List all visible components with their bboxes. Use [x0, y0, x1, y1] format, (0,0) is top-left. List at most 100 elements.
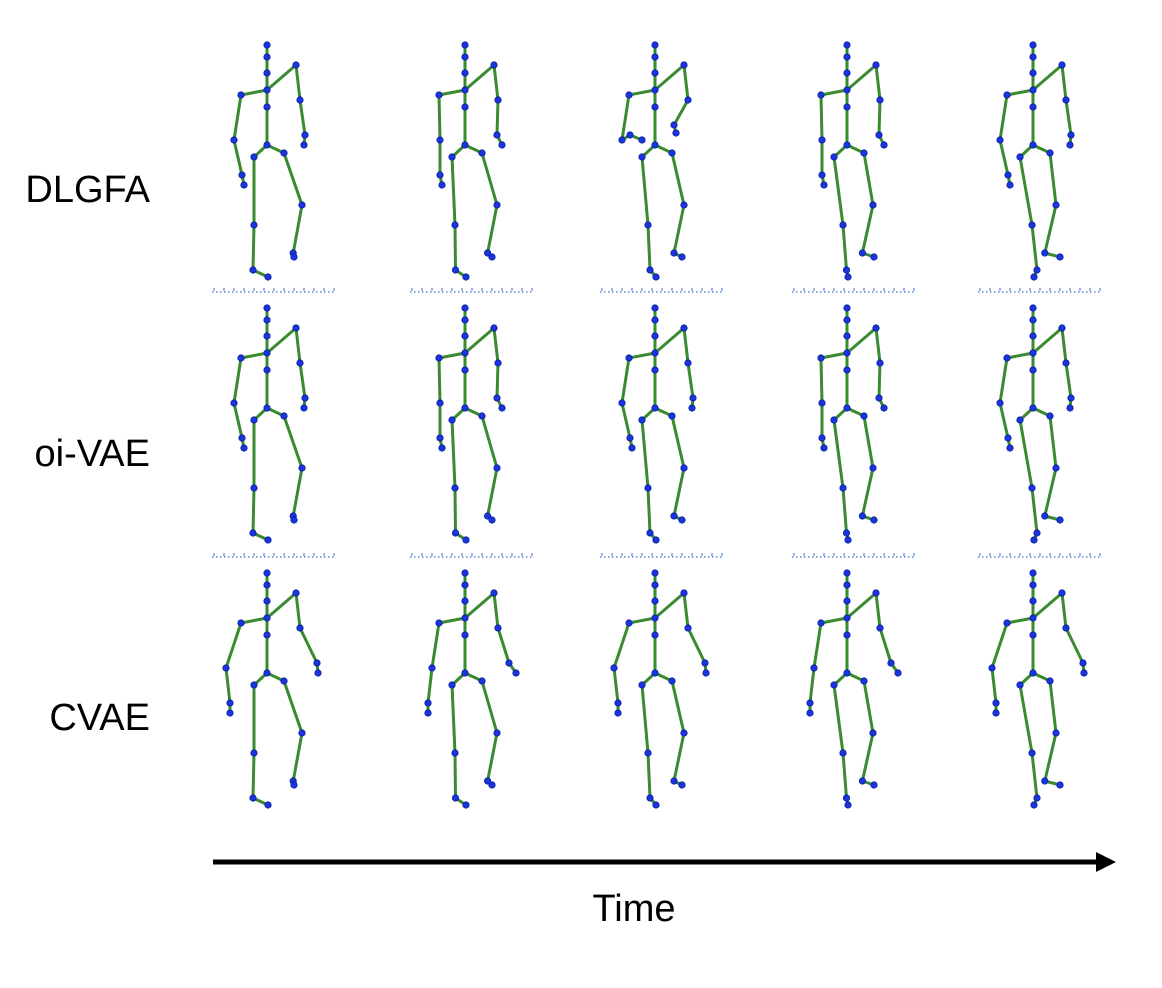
skeleton-bone: [453, 223, 457, 272]
skeleton-joint: [461, 69, 469, 77]
row-label-dlgfa: DLGFA: [25, 169, 150, 211]
skeleton-bone: [627, 351, 657, 360]
skeleton-bone: [1048, 679, 1058, 735]
skeleton-joint: [860, 412, 868, 420]
skeleton-joint: [461, 53, 469, 61]
skeleton-joint: [843, 304, 851, 312]
skeleton-bone: [845, 591, 878, 620]
skeleton-joint: [992, 709, 1000, 717]
skeleton-joint: [651, 569, 659, 577]
skeleton-joint: [680, 729, 688, 737]
skeleton-bone: [682, 326, 690, 365]
ground-marker: [212, 288, 335, 293]
skeleton-joint: [263, 86, 271, 94]
skeleton-joint: [887, 659, 895, 667]
ground-marker: [410, 553, 533, 558]
skeleton-joint: [462, 801, 470, 809]
skeleton-joint: [1062, 359, 1070, 367]
skeleton-joint: [860, 149, 868, 157]
skeleton-joint: [435, 91, 443, 99]
skeleton-joint: [280, 677, 288, 685]
skeleton-joint: [869, 464, 877, 472]
skeleton-bone: [845, 326, 878, 355]
skeleton-bone: [990, 621, 1009, 670]
skeleton-joint: [249, 529, 257, 537]
skeleton-joint: [644, 221, 652, 229]
skeleton-bone: [646, 223, 652, 272]
skeleton-joint: [488, 781, 496, 789]
skeleton-joint: [436, 171, 444, 179]
skeleton-bone: [453, 751, 457, 800]
skeleton-joint: [1058, 61, 1066, 69]
skeleton-joint: [817, 91, 825, 99]
skeleton-joint: [652, 801, 660, 809]
skeleton-joint: [843, 631, 851, 639]
skeleton-frame: [435, 41, 506, 281]
skeleton-frame: [817, 304, 888, 544]
skeleton-joint: [263, 349, 271, 357]
skeleton-bone: [463, 326, 496, 355]
skeleton-bone: [232, 401, 244, 440]
skeleton-joint: [843, 53, 851, 61]
skeleton-joint: [625, 91, 633, 99]
skeleton-joint: [461, 41, 469, 49]
skeleton-joint: [264, 536, 272, 544]
skeleton-joint: [1016, 416, 1024, 424]
skeleton-frame: [817, 41, 888, 281]
skeleton-bone: [486, 731, 499, 783]
skeleton-joint: [858, 512, 867, 520]
skeleton-joint: [651, 103, 659, 111]
skeleton-joint: [651, 614, 659, 622]
skeleton-joint: [238, 434, 246, 442]
skeleton-bone: [294, 63, 302, 102]
skeleton-joint: [435, 619, 443, 627]
skeleton-joint: [651, 349, 659, 357]
skeleton-joint: [652, 536, 660, 544]
skeleton-joint: [490, 324, 498, 332]
skeleton-joint: [996, 399, 1004, 407]
skeleton-bone: [495, 361, 500, 400]
skeleton-bone: [841, 751, 848, 800]
skeleton-joint: [651, 69, 659, 77]
skeleton-joint: [483, 512, 492, 520]
skeleton-joint: [490, 61, 498, 69]
skeleton-bone: [877, 361, 882, 400]
skeleton-joint: [858, 249, 867, 257]
skeleton-joint: [678, 781, 686, 789]
skeleton-bone: [437, 88, 467, 97]
skeleton-bone: [291, 203, 304, 255]
skeleton-joint: [424, 709, 432, 717]
skeleton-bone: [682, 63, 690, 102]
skeleton-joint: [644, 749, 652, 757]
skeleton-joint: [678, 253, 686, 261]
skeleton-joint: [652, 273, 660, 281]
skeleton-bone: [232, 93, 243, 142]
skeleton-joint: [672, 129, 680, 137]
skeleton-joint: [843, 316, 851, 324]
skeleton-bone: [672, 98, 690, 127]
skeleton-bone: [232, 138, 244, 177]
skeleton-bone: [282, 679, 304, 735]
skeleton-bone: [682, 591, 690, 630]
skeleton-bone: [450, 683, 457, 755]
skeleton-bone: [265, 591, 298, 620]
skeleton-bone: [819, 351, 849, 360]
skeleton-joint: [493, 394, 501, 402]
ground-marker: [978, 553, 1101, 558]
skeleton-bone: [686, 361, 695, 400]
skeleton-bone: [463, 63, 496, 92]
skeleton-joint: [1067, 394, 1075, 402]
skeleton-joint: [684, 96, 692, 104]
skeleton-joint: [292, 324, 300, 332]
skeleton-joint: [237, 619, 245, 627]
skeleton-bone: [282, 414, 304, 470]
skeleton-joint: [628, 444, 636, 452]
skeleton-joint: [263, 103, 271, 111]
skeleton-joint: [435, 354, 443, 362]
skeleton-joint: [1052, 464, 1060, 472]
skeleton-joint: [1016, 681, 1024, 689]
skeleton-joint: [880, 404, 888, 412]
skeleton-joint: [1029, 141, 1037, 149]
skeleton-joint: [1029, 53, 1037, 61]
skeleton-joint: [226, 709, 234, 717]
